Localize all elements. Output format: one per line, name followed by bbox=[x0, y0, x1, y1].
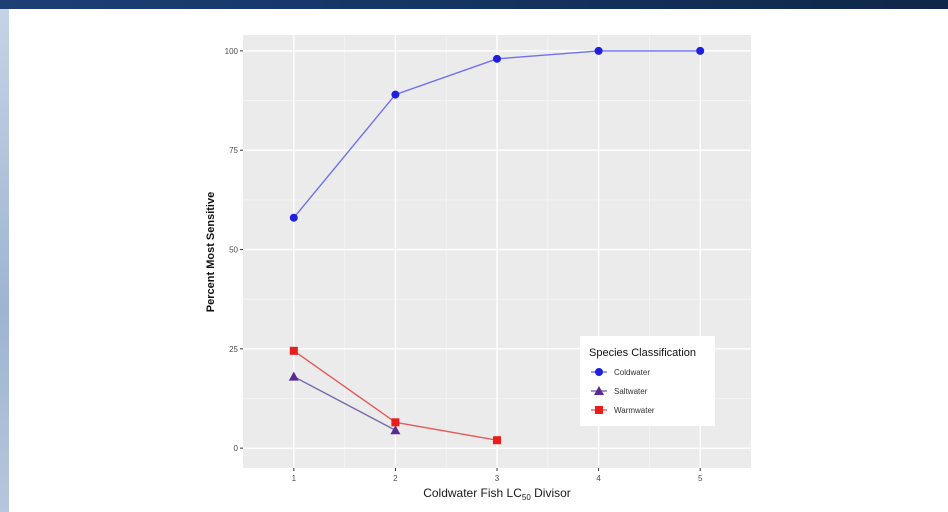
y-tick-label: 75 bbox=[229, 146, 238, 155]
legend-title: Species Classification bbox=[589, 347, 696, 359]
header-bar bbox=[0, 0, 948, 9]
legend-key-warmwater bbox=[595, 406, 603, 414]
x-axis-title: Coldwater Fish LC50 Divisor bbox=[423, 486, 571, 502]
warmwater-point bbox=[289, 346, 298, 355]
legend-items: Coldwater Saltwater Warmwater bbox=[591, 368, 655, 415]
legend-key-saltwater bbox=[594, 386, 604, 395]
y-axis-title: Percent Most Sensitive bbox=[205, 192, 217, 312]
warmwater-point bbox=[391, 418, 400, 427]
x-tick-label: 1 bbox=[292, 474, 297, 483]
coldwater-point bbox=[493, 54, 501, 63]
coldwater-point bbox=[696, 46, 705, 55]
coldwater-point bbox=[289, 213, 298, 222]
coldwater-point bbox=[594, 46, 603, 55]
y-tick-label: 50 bbox=[229, 246, 238, 255]
y-tick-label: 25 bbox=[229, 345, 238, 354]
legend-label-warmwater: Warmwater bbox=[614, 406, 655, 415]
x-tick-label: 4 bbox=[596, 474, 601, 483]
x-tick-label: 2 bbox=[393, 474, 398, 483]
x-tick-label: 5 bbox=[698, 474, 703, 483]
legend-key-coldwater bbox=[595, 368, 603, 376]
coldwater-point bbox=[391, 90, 400, 99]
y-tick-label: 0 bbox=[234, 444, 239, 453]
x-tick-label: 3 bbox=[495, 474, 500, 483]
warmwater-point bbox=[493, 436, 501, 445]
legend-label-coldwater: Coldwater bbox=[614, 368, 650, 377]
series bbox=[288, 46, 705, 445]
side-accent-strip bbox=[0, 9, 9, 512]
y-tick-label: 100 bbox=[225, 47, 239, 56]
saltwater-point bbox=[390, 425, 401, 435]
legend-label-saltwater: Saltwater bbox=[614, 387, 648, 396]
axes: 0 25 50 75 100 1 2 3 4 5 bbox=[225, 47, 703, 483]
legend: Species Classification Coldwater Saltwate… bbox=[580, 336, 715, 426]
saltwater-point bbox=[288, 371, 299, 381]
saltwater-line bbox=[293, 376, 396, 431]
